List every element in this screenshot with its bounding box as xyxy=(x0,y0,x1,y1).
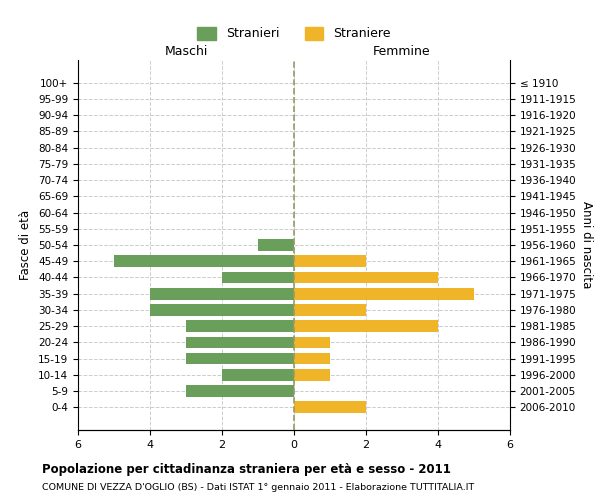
Bar xyxy=(294,336,330,348)
Bar xyxy=(294,369,330,380)
Bar xyxy=(186,353,294,364)
Bar xyxy=(294,304,366,316)
Text: Femmine: Femmine xyxy=(373,46,431,59)
Bar xyxy=(150,288,294,300)
Y-axis label: Fasce di età: Fasce di età xyxy=(19,210,32,280)
Text: COMUNE DI VEZZA D'OGLIO (BS) - Dati ISTAT 1° gennaio 2011 - Elaborazione TUTTITA: COMUNE DI VEZZA D'OGLIO (BS) - Dati ISTA… xyxy=(42,482,474,492)
Y-axis label: Anni di nascita: Anni di nascita xyxy=(580,202,593,288)
Bar xyxy=(114,256,294,267)
Bar xyxy=(186,320,294,332)
Bar xyxy=(294,320,438,332)
Bar xyxy=(186,336,294,348)
Bar xyxy=(186,386,294,397)
Bar xyxy=(222,272,294,283)
Bar xyxy=(258,239,294,251)
Bar xyxy=(294,272,438,283)
Text: Maschi: Maschi xyxy=(164,46,208,59)
Bar xyxy=(294,402,366,413)
Bar xyxy=(294,288,474,300)
Bar xyxy=(150,304,294,316)
Bar xyxy=(294,353,330,364)
Legend: Stranieri, Straniere: Stranieri, Straniere xyxy=(192,22,396,46)
Bar xyxy=(222,369,294,380)
Text: Popolazione per cittadinanza straniera per età e sesso - 2011: Popolazione per cittadinanza straniera p… xyxy=(42,462,451,475)
Bar xyxy=(294,256,366,267)
